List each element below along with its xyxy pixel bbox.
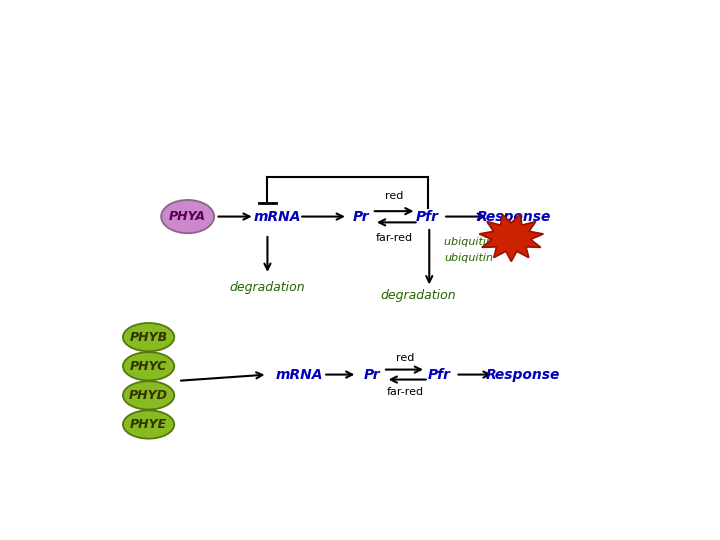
Text: PHYA: PHYA (169, 210, 206, 223)
Text: Pfr: Pfr (427, 368, 450, 382)
Text: Pfr: Pfr (416, 210, 439, 224)
Text: PHYB: PHYB (130, 330, 168, 343)
Text: Response: Response (477, 210, 552, 224)
Text: PHYD: PHYD (129, 389, 168, 402)
Text: degradation: degradation (380, 289, 456, 302)
Text: Pr: Pr (352, 210, 369, 224)
Ellipse shape (161, 200, 214, 233)
Text: red: red (385, 191, 403, 201)
Text: PHYC: PHYC (130, 360, 167, 373)
Text: PHYE: PHYE (130, 418, 167, 431)
Text: ATP: ATP (498, 231, 524, 244)
Text: far-red: far-red (387, 388, 424, 397)
Text: Pr: Pr (364, 368, 380, 382)
Text: mRNA: mRNA (276, 368, 323, 382)
Text: Response: Response (485, 368, 559, 382)
Ellipse shape (123, 381, 174, 409)
Text: mRNA: mRNA (253, 210, 301, 224)
Ellipse shape (123, 352, 174, 380)
Polygon shape (480, 214, 544, 261)
Text: red: red (396, 353, 415, 363)
Ellipse shape (123, 410, 174, 438)
Text: degradation: degradation (230, 281, 305, 294)
Text: ubiquitin: ubiquitin (444, 253, 493, 263)
Text: far-red: far-red (376, 233, 413, 243)
Ellipse shape (123, 323, 174, 352)
Text: ubiquitin +: ubiquitin + (444, 237, 506, 247)
